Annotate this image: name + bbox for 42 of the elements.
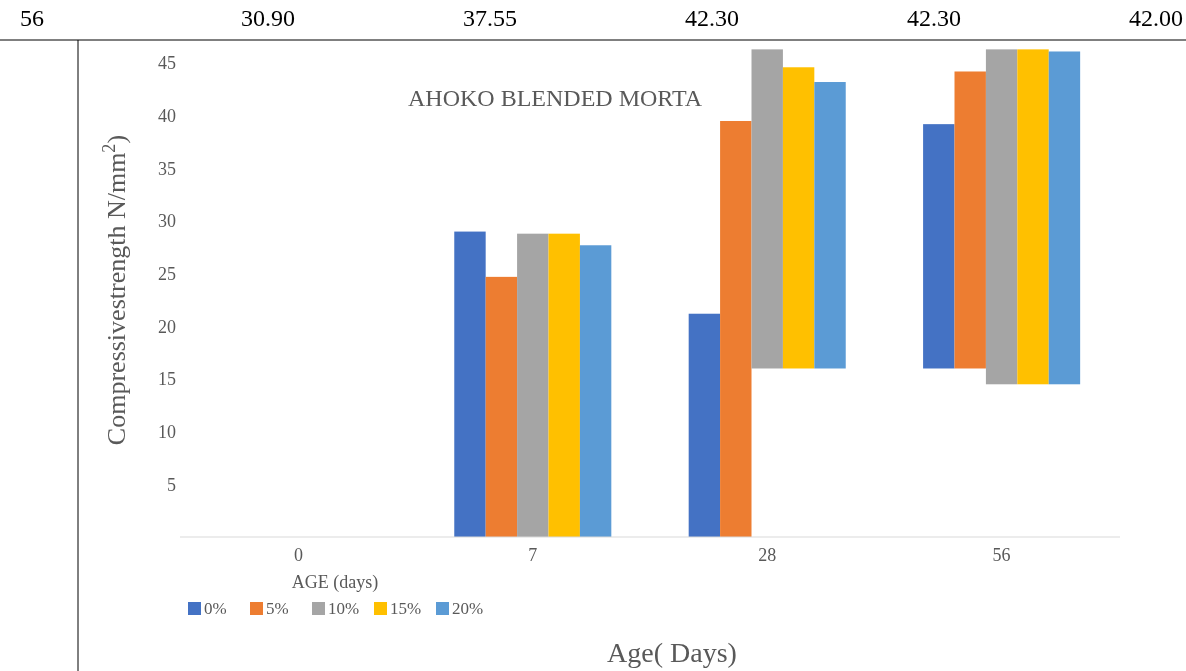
- legend-label: 15%: [390, 599, 422, 618]
- legend-label: 10%: [328, 599, 360, 618]
- y-tick-label: 15: [158, 369, 176, 390]
- x-tick-label: 7: [528, 545, 538, 565]
- bar: [1017, 49, 1049, 385]
- text: 42.00: [1129, 5, 1183, 31]
- y-tick-label: 10: [158, 421, 176, 442]
- x-tick-label: 28: [758, 545, 777, 565]
- bar: [720, 120, 752, 537]
- x-tick-label: 56: [992, 545, 1011, 565]
- legend-label: 0%: [204, 599, 227, 618]
- bar: [1048, 51, 1081, 385]
- bar: [548, 233, 580, 537]
- bar: [751, 49, 783, 369]
- text: 30.90: [241, 5, 295, 31]
- y-tick-label: 25: [158, 264, 176, 284]
- bar: [579, 245, 612, 537]
- bar: [814, 82, 846, 369]
- bar: [923, 124, 955, 369]
- y-tick-label: 45: [158, 53, 176, 74]
- bar: [688, 313, 721, 537]
- legend-label: 5%: [266, 599, 289, 618]
- bar: [454, 231, 486, 537]
- text: 42.30: [685, 5, 739, 31]
- text: 37.55: [463, 5, 517, 31]
- x-axis-title: Age( Days): [607, 637, 737, 668]
- legend-label: 20%: [452, 599, 484, 618]
- text: AGE (days): [291, 572, 379, 593]
- bar: [985, 49, 1018, 385]
- text: 56: [20, 5, 44, 31]
- y-tick-label: 40: [158, 106, 176, 127]
- text: AHOKO BLENDED MORTA: [408, 85, 703, 111]
- bar: [517, 233, 549, 537]
- y-tick-label: 30: [158, 211, 176, 232]
- bar: [782, 67, 815, 369]
- y-tick-label: 20: [158, 316, 176, 337]
- y-tick-label: 5: [167, 474, 176, 495]
- text: 42.30: [907, 5, 961, 31]
- bar: [485, 276, 518, 537]
- y-tick-label: 35: [158, 158, 176, 179]
- bar: [954, 71, 986, 369]
- x-tick-label: 0: [293, 545, 303, 565]
